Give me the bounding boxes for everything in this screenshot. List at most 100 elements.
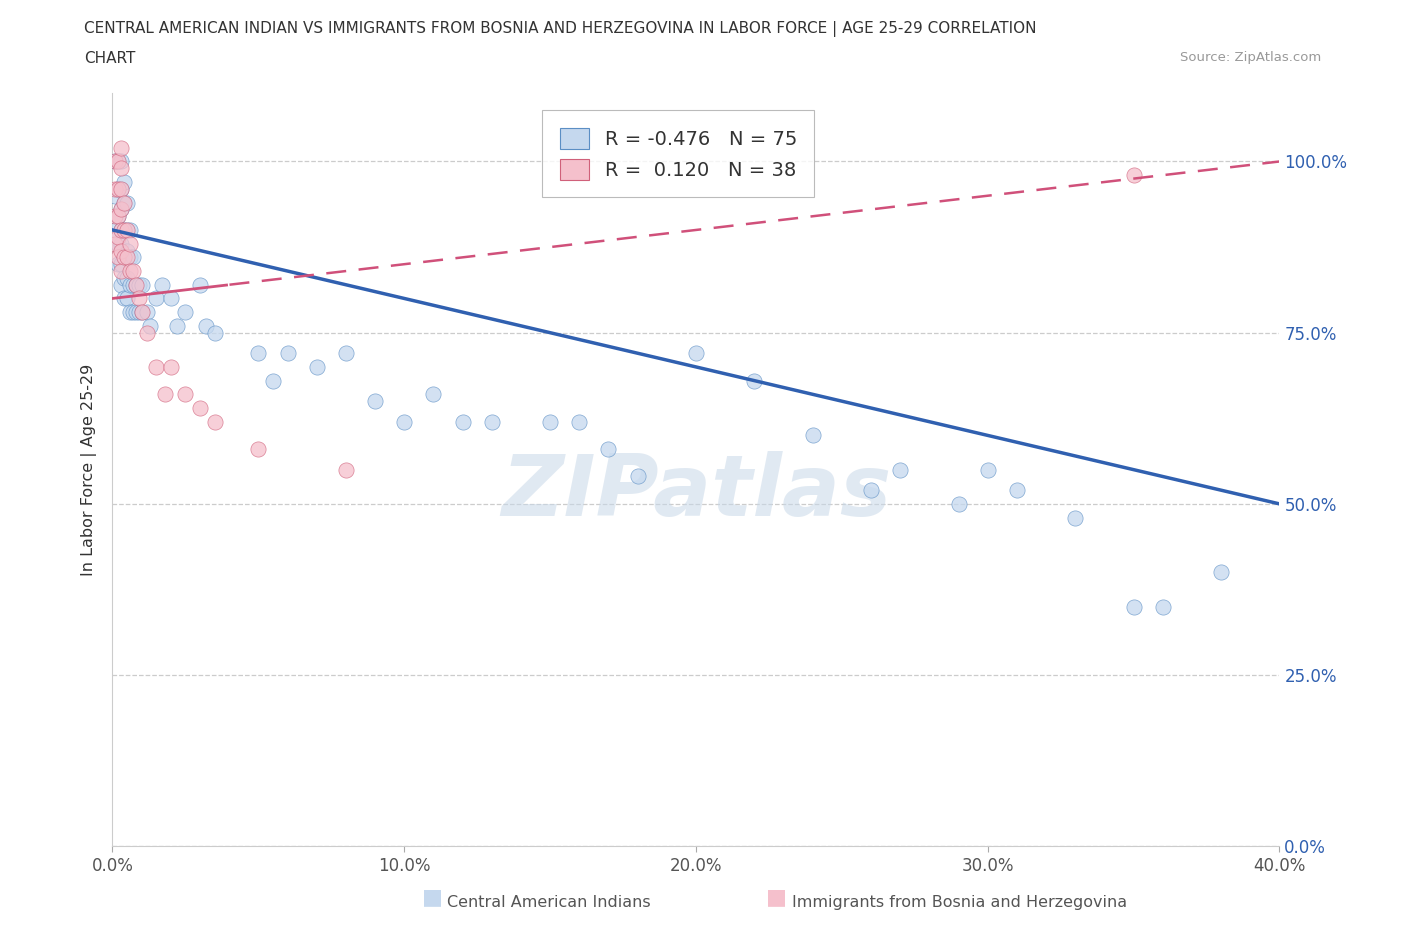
Point bbox=[115, 222, 138, 237]
Point bbox=[112, 222, 135, 237]
Point bbox=[104, 154, 127, 169]
Point bbox=[305, 360, 328, 375]
Point bbox=[112, 271, 135, 286]
Point bbox=[107, 230, 129, 245]
Point bbox=[204, 414, 226, 429]
Point bbox=[128, 305, 150, 320]
Point bbox=[481, 414, 503, 429]
Point bbox=[262, 373, 284, 388]
Point bbox=[889, 462, 911, 477]
Point bbox=[1122, 599, 1144, 614]
Point bbox=[128, 277, 150, 292]
Point bbox=[188, 277, 211, 292]
Point bbox=[110, 277, 132, 292]
Point bbox=[112, 195, 135, 210]
Point bbox=[110, 181, 132, 196]
Point bbox=[136, 305, 159, 320]
Point bbox=[118, 263, 141, 278]
Y-axis label: In Labor Force | Age 25-29: In Labor Force | Age 25-29 bbox=[80, 364, 97, 576]
Point bbox=[1064, 511, 1087, 525]
Point bbox=[115, 243, 138, 258]
Point bbox=[685, 346, 707, 361]
Point bbox=[801, 428, 824, 443]
Point bbox=[110, 257, 132, 272]
Point bbox=[112, 250, 135, 265]
Point bbox=[125, 305, 148, 320]
Text: CHART: CHART bbox=[84, 51, 136, 66]
Point bbox=[568, 414, 591, 429]
Point bbox=[118, 222, 141, 237]
Point bbox=[948, 497, 970, 512]
Point bbox=[110, 222, 132, 237]
Point bbox=[110, 243, 132, 258]
Point bbox=[136, 326, 159, 340]
Point bbox=[125, 277, 148, 292]
Point bbox=[145, 360, 167, 375]
Point bbox=[112, 195, 135, 210]
Point bbox=[204, 326, 226, 340]
Point bbox=[104, 222, 127, 237]
Point bbox=[110, 202, 132, 217]
Point bbox=[107, 209, 129, 224]
Point bbox=[128, 291, 150, 306]
Point bbox=[110, 140, 132, 155]
Point bbox=[104, 236, 127, 251]
Point bbox=[112, 250, 135, 265]
Point bbox=[131, 277, 153, 292]
Point bbox=[122, 263, 145, 278]
Point bbox=[107, 250, 129, 265]
Point bbox=[107, 209, 129, 224]
Point bbox=[194, 318, 217, 333]
Point bbox=[153, 387, 176, 402]
Point bbox=[451, 414, 474, 429]
Point bbox=[115, 291, 138, 306]
Point bbox=[335, 346, 357, 361]
Point bbox=[118, 305, 141, 320]
Point bbox=[160, 291, 183, 306]
Point bbox=[174, 305, 197, 320]
Point bbox=[1152, 599, 1174, 614]
Point bbox=[125, 277, 148, 292]
Point bbox=[188, 401, 211, 416]
Point bbox=[139, 318, 162, 333]
Text: Source: ZipAtlas.com: Source: ZipAtlas.com bbox=[1181, 51, 1322, 64]
Point bbox=[742, 373, 765, 388]
Point bbox=[174, 387, 197, 402]
Point bbox=[115, 222, 138, 237]
Point bbox=[110, 161, 132, 176]
Point bbox=[118, 236, 141, 251]
Point bbox=[860, 483, 883, 498]
Point bbox=[1122, 167, 1144, 182]
Point bbox=[335, 462, 357, 477]
Point bbox=[247, 442, 270, 457]
Point bbox=[107, 181, 129, 196]
Text: Central American Indians: Central American Indians bbox=[447, 895, 651, 910]
Point bbox=[107, 154, 129, 169]
Point bbox=[112, 222, 135, 237]
Point bbox=[104, 188, 127, 203]
Point bbox=[107, 181, 129, 196]
Point bbox=[110, 263, 132, 278]
Point bbox=[104, 154, 127, 169]
Point bbox=[422, 387, 444, 402]
Point bbox=[247, 346, 270, 361]
Point bbox=[276, 346, 298, 361]
Text: Immigrants from Bosnia and Herzegovina: Immigrants from Bosnia and Herzegovina bbox=[792, 895, 1126, 910]
Point bbox=[104, 181, 127, 196]
Point bbox=[110, 236, 132, 251]
Point bbox=[598, 442, 620, 457]
Point bbox=[112, 175, 135, 190]
Point bbox=[160, 360, 183, 375]
Point bbox=[115, 250, 138, 265]
Point bbox=[107, 236, 129, 251]
Legend: R = -0.476   N = 75, R =  0.120   N = 38: R = -0.476 N = 75, R = 0.120 N = 38 bbox=[543, 111, 814, 197]
Point bbox=[166, 318, 188, 333]
Point bbox=[1209, 565, 1232, 579]
Point bbox=[112, 291, 135, 306]
Text: ■: ■ bbox=[422, 887, 443, 907]
Point bbox=[104, 209, 127, 224]
Text: ZIPatlas: ZIPatlas bbox=[501, 451, 891, 534]
Point bbox=[394, 414, 416, 429]
Text: ■: ■ bbox=[766, 887, 787, 907]
Point bbox=[107, 154, 129, 169]
